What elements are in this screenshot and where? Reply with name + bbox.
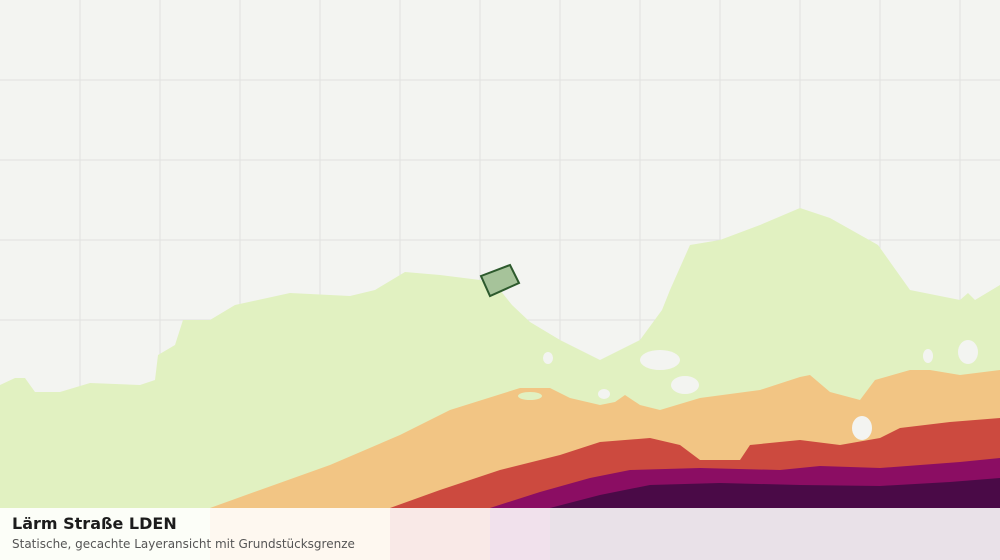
layer-title: Lärm Straße LDEN [12,514,177,533]
noise-gaps [543,340,978,399]
gap [543,352,553,364]
gap [852,416,872,440]
info-panel [0,508,1000,560]
layer-subtitle: Statische, gecachte Layeransicht mit Gru… [12,537,355,551]
gap [958,340,978,364]
gap [671,376,699,394]
noise-island [518,392,542,400]
gap [640,350,680,370]
parcel-boundary [479,263,521,298]
gap [923,349,933,363]
gap [598,389,610,399]
